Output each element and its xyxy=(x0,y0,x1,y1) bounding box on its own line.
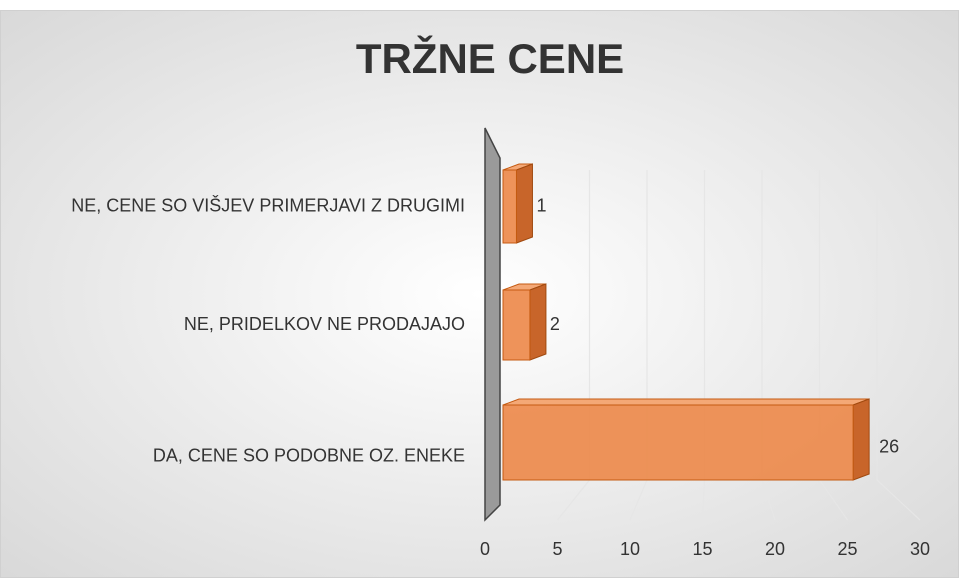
bar-face xyxy=(502,398,870,406)
data-label: 2 xyxy=(550,314,560,334)
bar-face xyxy=(529,283,547,361)
data-label: 1 xyxy=(536,195,546,215)
x-tick-label: 25 xyxy=(837,539,857,559)
x-tick-label: 0 xyxy=(480,539,490,559)
y-tick-label: NE, PRIDELKOV NE PRODAJAJO xyxy=(184,314,465,334)
x-tick-label: 10 xyxy=(620,539,640,559)
y-tick-label: NE, CENE SO VIŠJEV PRIMERJAVI Z DRUGIMI xyxy=(71,194,465,215)
y-tick-label: DA, CENE SO PODOBNE OZ. ENEKE xyxy=(153,445,465,465)
bar-face xyxy=(502,404,854,481)
x-tick-label: 5 xyxy=(552,539,562,559)
side-wall xyxy=(484,127,501,522)
chart-background xyxy=(0,10,959,578)
x-tick-label: 20 xyxy=(765,539,785,559)
bar xyxy=(502,398,870,481)
bar-face xyxy=(502,169,517,244)
bar-face xyxy=(502,289,531,361)
bar-face xyxy=(852,398,870,481)
data-label: 26 xyxy=(879,436,899,456)
x-tick-label: 30 xyxy=(910,539,930,559)
grid-line xyxy=(876,170,921,521)
bar xyxy=(502,163,533,244)
x-tick-label: 15 xyxy=(692,539,712,559)
bar-face xyxy=(515,163,533,244)
bar xyxy=(502,283,547,361)
chart-title: TRŽNE CENE xyxy=(356,34,624,82)
